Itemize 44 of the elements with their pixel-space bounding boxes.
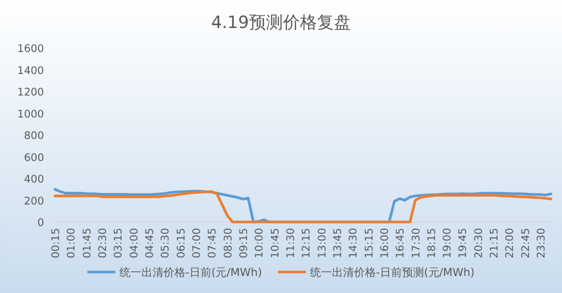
x-tick-label: 00:15 [50, 228, 62, 258]
x-tick-label: 09:15 [238, 228, 250, 258]
x-tick-label: 08:30 [222, 228, 234, 258]
y-tick-label: 200 [24, 195, 44, 208]
x-tick-label: 19:00 [442, 228, 454, 258]
y-tick-label: 1200 [17, 86, 44, 98]
x-tick-label: 10:00 [254, 228, 266, 258]
x-tick-label: 15:15 [363, 228, 376, 258]
x-tick-label: 22:45 [520, 228, 532, 258]
x-tick-label: 07:45 [206, 228, 219, 258]
legend-label: 统一出清价格-日前预测(元/MWh) [310, 266, 475, 279]
y-tick-label: 1400 [17, 64, 44, 77]
x-tick-label: 19:45 [457, 228, 470, 258]
x-tick-label: 10:45 [269, 228, 282, 258]
y-tick-label: 400 [24, 174, 44, 186]
x-tick-label: 04:00 [128, 228, 140, 258]
x-tick-label: 06:15 [175, 228, 188, 258]
x-tick-label: 07:00 [190, 228, 203, 258]
x-tick-label: 01:45 [81, 228, 94, 258]
x-tick-label: 18:15 [426, 228, 438, 258]
x-tick-label: 03:15 [112, 228, 125, 258]
x-tick-label: 12:15 [300, 228, 313, 258]
x-tick-label: 14:30 [348, 228, 360, 258]
y-tick-label: 0 [37, 217, 44, 229]
x-tick-label: 01:00 [66, 228, 78, 258]
y-tick-label: 800 [24, 130, 44, 142]
x-tick-label: 11:30 [284, 228, 297, 258]
legend-label: 统一出清价格-日前(元/MWh) [119, 266, 262, 279]
x-tick-label: 16:45 [394, 228, 407, 258]
y-tick-label: 1000 [17, 108, 44, 120]
x-tick-label: 16:00 [378, 228, 391, 258]
x-tick-label: 13:45 [332, 228, 344, 258]
x-tick-label: 02:30 [96, 228, 109, 258]
x-tick-label: 20:30 [472, 228, 485, 258]
x-tick-label: 23:30 [536, 228, 548, 258]
x-tick-label: 05:30 [160, 228, 172, 258]
x-tick-label: 04:45 [144, 228, 156, 258]
x-tick-label: 21:15 [488, 228, 501, 258]
y-tick-label: 600 [24, 152, 44, 164]
chart-title: 4.19预测价格复盘 [211, 13, 351, 33]
y-tick-label: 1600 [17, 43, 44, 55]
x-tick-label: 17:30 [410, 228, 422, 258]
x-tick-label: 22:00 [504, 228, 516, 258]
x-tick-label: 13:00 [316, 228, 328, 258]
